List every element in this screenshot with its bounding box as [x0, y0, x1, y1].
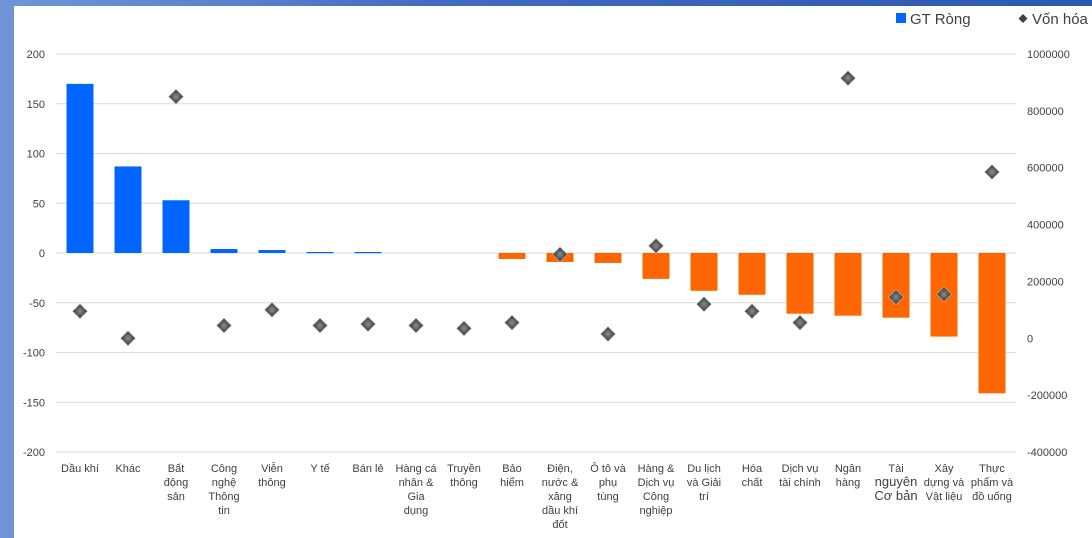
y-tick-label: 150: [27, 99, 45, 111]
y2-tick-label: 800000: [1027, 106, 1064, 118]
bar: [258, 250, 286, 253]
category-label: Khác: [115, 463, 141, 475]
bar: [114, 166, 142, 253]
y2-tick-label: 200000: [1027, 276, 1064, 288]
marker-point: [264, 301, 280, 318]
bar: [66, 83, 94, 253]
category-label: Hóa chất: [742, 463, 763, 489]
y-tick-label: -50: [29, 298, 45, 310]
bar: [498, 253, 526, 259]
marker-point: [984, 163, 1000, 180]
category-label: Ngân hàng: [835, 463, 861, 489]
category-label: Dầu khí: [61, 463, 99, 475]
marker-point: [648, 237, 664, 254]
bar: [834, 253, 862, 316]
marker-point: [600, 326, 616, 343]
category-label: Ô tô và phụ tùng: [590, 462, 626, 503]
category-label: Y tế: [310, 463, 329, 475]
y2-tick-label: -200000: [1027, 390, 1067, 402]
marker-point: [696, 296, 712, 313]
bar: [978, 253, 1006, 394]
marker-point: [744, 303, 760, 320]
category-label: Hàng cá nhân & Gia dụng: [396, 463, 438, 517]
category-label: Bất động sản: [164, 463, 188, 503]
bar: [162, 200, 190, 253]
category-label: Dịch vụ tài chính: [779, 463, 821, 489]
y2-tick-label: -400000: [1027, 447, 1067, 459]
bar: [690, 253, 718, 291]
category-label: Bán lẻ: [352, 463, 383, 475]
marker-point: [888, 289, 904, 306]
y-tick-label: 200: [27, 49, 45, 61]
legend-swatch-marker: [1018, 14, 1028, 23]
bar: [738, 253, 766, 295]
y-tick-label: -200: [23, 447, 45, 459]
category-label: Công nghệ Thông tin: [208, 463, 239, 517]
marker-point: [168, 88, 184, 105]
y-tick-label: 50: [33, 198, 45, 210]
category-label: Xây dựng và Vật liệu: [924, 463, 965, 503]
category-label: Bảo hiểm: [500, 463, 524, 489]
y2-tick-label: 600000: [1027, 163, 1064, 175]
bar: [642, 253, 670, 279]
bar: [306, 252, 334, 254]
marker-point: [552, 246, 568, 263]
marker-point: [504, 314, 520, 331]
chart-svg: 200 150 100 50 0 -50 -100 -150 -200 1000000 80000…: [23, 11, 1089, 531]
marker-point: [840, 70, 856, 87]
marker-point: [312, 317, 328, 334]
category-label: Điện, nước & xăng dầu khí đốt: [542, 463, 579, 531]
marker-point: [792, 314, 808, 331]
bar: [786, 253, 814, 314]
y-tick-label: -100: [23, 348, 45, 360]
category-label: Du lịch và Giải trí: [687, 463, 721, 503]
legend-label-bar: GT Ròng: [910, 11, 971, 28]
legend-label-marker: Vốn hóa: [1032, 11, 1089, 28]
bar: [210, 249, 238, 253]
category-label: Viễn thông: [258, 462, 286, 489]
y2-tick-label: 0: [1027, 333, 1033, 345]
y-tick-label: -150: [23, 397, 45, 409]
marker-point: [936, 286, 952, 303]
y-tick-label: 0: [39, 248, 45, 260]
marker-point: [360, 316, 376, 333]
bar: [594, 253, 622, 263]
category-label: Thực phẩm và đồ uống: [971, 463, 1014, 503]
marker-point: [216, 317, 232, 334]
marker-point: [120, 330, 136, 347]
marker-point: [72, 303, 88, 320]
y-tick-label: 100: [27, 149, 45, 161]
y2-tick-label: 1000000: [1027, 49, 1070, 61]
chart-panel: 200 150 100 50 0 -50 -100 -150 -200 1000000 80000…: [14, 6, 1092, 538]
legend: GT Ròng Vốn hóa: [896, 11, 1089, 28]
marker-point: [456, 320, 472, 337]
category-label: Hàng & Dịch vụ Công nghiệp: [638, 463, 675, 517]
marker-point: [408, 317, 424, 334]
bar: [882, 253, 910, 318]
bar: [354, 252, 382, 254]
category-label: Truyền thông: [447, 463, 481, 489]
legend-swatch-bar: [896, 13, 906, 23]
category-label: Tài nguyên Cơ bản: [874, 463, 917, 503]
y2-tick-label: 400000: [1027, 220, 1064, 232]
